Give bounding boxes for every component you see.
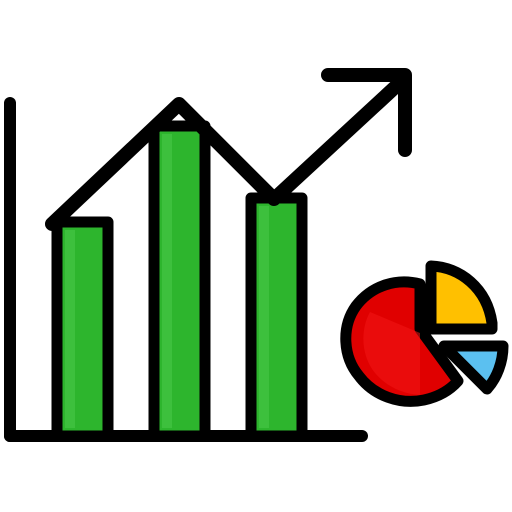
trend-arrow-icon bbox=[45, 68, 412, 231]
arrow-head bbox=[321, 68, 412, 157]
bar-2-body bbox=[148, 120, 211, 442]
bar-1 bbox=[51, 216, 114, 442]
pie-slice-blue bbox=[438, 340, 509, 395]
pie-chart-icon bbox=[340, 260, 509, 407]
bar-2-highlight bbox=[162, 134, 172, 428]
trend-line bbox=[45, 71, 412, 231]
bar-3-highlight bbox=[259, 206, 269, 428]
pie-red-highlight bbox=[363, 312, 420, 395]
bar-chart-icon bbox=[51, 120, 308, 442]
bar-2 bbox=[148, 120, 211, 442]
pie-slice-yellow bbox=[425, 260, 498, 335]
bar-3-body bbox=[245, 192, 308, 442]
bar-1-body bbox=[51, 216, 114, 442]
bar-3 bbox=[245, 192, 308, 442]
bar-1-highlight bbox=[65, 230, 75, 428]
